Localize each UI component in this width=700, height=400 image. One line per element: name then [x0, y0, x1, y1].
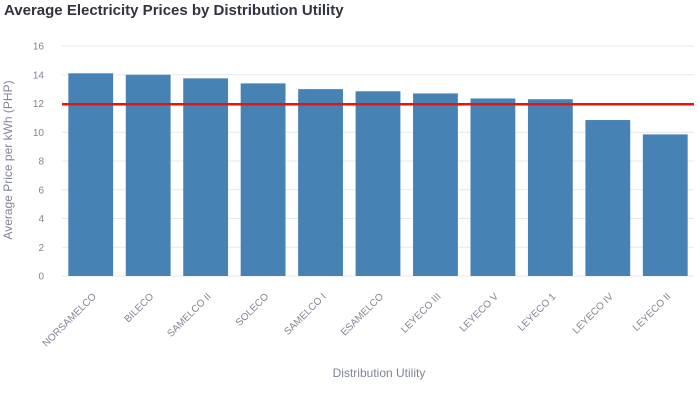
x-axis-title: Distribution Utility — [333, 366, 426, 380]
y-tick-label: 8 — [38, 157, 44, 168]
bar — [240, 83, 286, 276]
x-tick-label: LEYECO II — [631, 291, 673, 333]
bar — [355, 91, 401, 276]
x-tick-label: LEYECO III — [399, 291, 443, 335]
x-tick-label: LEYECO V — [458, 291, 501, 334]
bar — [413, 93, 458, 276]
y-tick-label: 16 — [33, 42, 45, 53]
y-axis-title: Average Price per kWh (PHP) — [1, 80, 15, 239]
x-tick-label: ESAMELCO — [339, 291, 386, 338]
bar — [642, 134, 688, 276]
bar — [298, 89, 343, 276]
x-tick-labels: NORSAMELCO BILECO SAMELCO II SOLECO SAMELCO … — [41, 291, 674, 349]
x-tick-label: NORSAMELCO — [41, 291, 99, 349]
bar — [183, 78, 229, 276]
x-tick-label: LEYECO 1 — [516, 291, 559, 334]
x-tick-label: SAMELCO II — [165, 291, 213, 339]
bar — [527, 99, 573, 276]
chart-title: Average Electricity Prices by Distributi… — [4, 2, 344, 19]
bar — [585, 120, 631, 276]
y-tick-label: 0 — [38, 272, 44, 283]
bar — [125, 74, 171, 276]
x-tick-label: BILECO — [123, 291, 157, 325]
x-tick-label: SOLECO — [234, 291, 271, 328]
x-tick-label: LEYECO IV — [571, 291, 616, 336]
y-tick-label: 4 — [38, 214, 44, 225]
y-tick-label: 12 — [33, 99, 45, 110]
y-tick-label: 2 — [38, 243, 44, 254]
y-tick-label: 6 — [38, 185, 44, 196]
y-tick-label: 14 — [33, 70, 45, 81]
bar — [470, 98, 516, 276]
x-tick-label: SAMELCO I — [282, 291, 328, 337]
bars — [68, 73, 688, 276]
y-tick-labels: 0 2 4 6 8 10 12 14 16 — [33, 42, 45, 283]
bar — [68, 73, 114, 276]
y-tick-label: 10 — [33, 128, 45, 139]
